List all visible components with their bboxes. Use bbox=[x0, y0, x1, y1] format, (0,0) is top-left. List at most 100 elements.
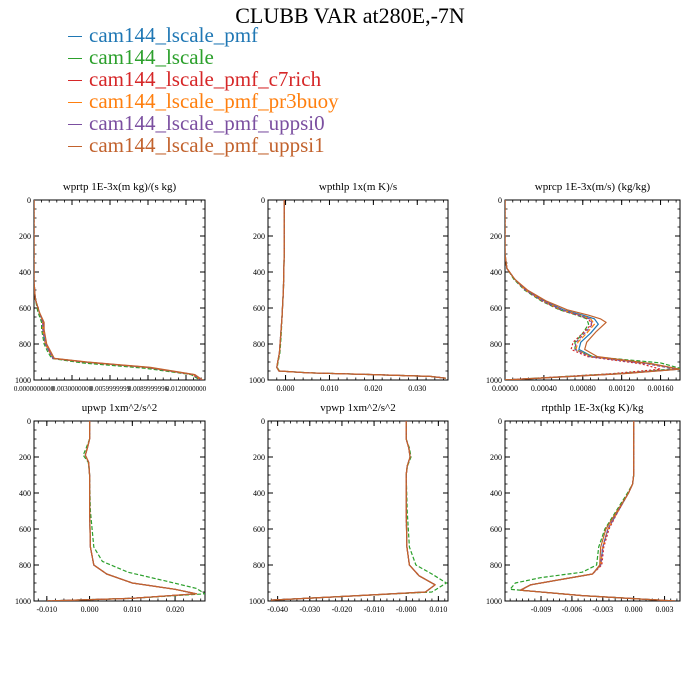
y-tick-label: 200 bbox=[19, 232, 31, 241]
legend-line-icon bbox=[68, 145, 82, 147]
x-tick-label: 0.00080 bbox=[570, 384, 596, 393]
x-tick-label: 0.010 bbox=[320, 384, 338, 393]
page-title: CLUBB VAR at280E,-7N bbox=[235, 3, 465, 28]
y-tick-label: 800 bbox=[490, 561, 502, 570]
legend-label: cam144_lscale_pmf bbox=[89, 23, 259, 47]
series-line bbox=[276, 200, 446, 379]
x-tick-label: 0.00040 bbox=[531, 384, 557, 393]
x-tick-label: 0.0059999999 bbox=[90, 385, 131, 393]
x-tick-label: -0.003 bbox=[592, 605, 613, 614]
legend-item: cam144_lscale_pmf_uppsi0 bbox=[68, 112, 339, 134]
legend-label: cam144_lscale bbox=[89, 45, 214, 69]
y-tick-label: 1000 bbox=[249, 376, 265, 385]
y-tick-label: 800 bbox=[490, 340, 502, 349]
chart-title: wpthlp 1x(m K)/s bbox=[319, 181, 397, 193]
plot-frame bbox=[267, 199, 449, 381]
x-tick-label: -0.040 bbox=[267, 605, 288, 614]
series-line bbox=[46, 421, 197, 601]
series-line bbox=[271, 421, 436, 601]
series-line bbox=[34, 200, 202, 380]
x-tick-label: 0.000 bbox=[625, 605, 643, 614]
y-tick-label: 600 bbox=[19, 304, 31, 313]
y-tick-label: 600 bbox=[19, 525, 31, 534]
x-tick-label: 0.00000 bbox=[492, 384, 518, 393]
legend-line-icon bbox=[68, 123, 82, 125]
series-line bbox=[34, 200, 202, 380]
x-tick-label: 0.0030000000 bbox=[52, 385, 93, 393]
series-line bbox=[276, 200, 446, 379]
series-group bbox=[509, 421, 675, 601]
series-line bbox=[276, 200, 446, 379]
y-tick-label: 200 bbox=[490, 453, 502, 462]
chart-title: rtpthlp 1E-3x(kg K)/kg bbox=[541, 402, 644, 414]
series-line bbox=[276, 200, 446, 379]
y-tick-label: 1000 bbox=[486, 597, 502, 606]
legend-line-icon bbox=[68, 57, 82, 59]
series-group bbox=[271, 421, 447, 601]
y-tick-label: 800 bbox=[253, 561, 265, 570]
y-tick-label: 1000 bbox=[486, 376, 502, 385]
legend-label: cam144_lscale_pmf_pr3buoy bbox=[89, 89, 339, 113]
chart-panel: upwp 1xm^2/s^2 0 200 400 600 800 1000 -0.010 0.0… bbox=[15, 402, 206, 614]
series-line bbox=[46, 421, 197, 601]
series-line bbox=[505, 200, 677, 380]
x-tick-label: 0.00160 bbox=[648, 384, 674, 393]
series-line bbox=[46, 421, 197, 601]
x-tick-label: -0.010 bbox=[36, 605, 57, 614]
x-tick-label: 0.0000000000 bbox=[14, 385, 55, 393]
x-tick-label: -0.000 bbox=[396, 605, 417, 614]
chart-panel: rtpthlp 1E-3x(kg K)/kg 0 200 400 600 800 1000 -… bbox=[486, 402, 681, 614]
y-tick-label: 800 bbox=[19, 340, 31, 349]
series-line bbox=[519, 421, 675, 601]
series-line bbox=[505, 200, 662, 380]
series-line bbox=[519, 421, 675, 601]
chart-title: wprtp 1E-3x(m kg)/(s kg) bbox=[63, 181, 177, 193]
x-tick-label: -0.006 bbox=[562, 605, 583, 614]
x-tick-label: 0.000 bbox=[81, 605, 99, 614]
series-group bbox=[34, 200, 203, 380]
x-tick-label: 0.0120000000 bbox=[166, 385, 207, 393]
x-tick-label: 0.020 bbox=[166, 605, 184, 614]
y-tick-label: 400 bbox=[490, 268, 502, 277]
y-tick-label: 600 bbox=[253, 525, 265, 534]
y-tick-label: 200 bbox=[490, 232, 502, 241]
x-tick-label: 0.00120 bbox=[609, 384, 635, 393]
series-line bbox=[271, 421, 436, 601]
series-line bbox=[276, 200, 446, 379]
y-tick-label: 600 bbox=[490, 525, 502, 534]
chart-panel: wprtp 1E-3x(m kg)/(s kg) 0 200 400 600 800 100… bbox=[14, 181, 207, 393]
x-tick-label: 0.010 bbox=[429, 605, 447, 614]
y-tick-label: 600 bbox=[490, 304, 502, 313]
series-line bbox=[505, 200, 680, 380]
series-line bbox=[271, 421, 436, 601]
series-group bbox=[46, 421, 205, 601]
x-tick-label: 0.003 bbox=[656, 605, 674, 614]
series-line bbox=[276, 200, 446, 379]
series-line bbox=[34, 200, 202, 380]
chart-title: wprcp 1E-3x(m/s) (kg/kg) bbox=[535, 181, 651, 193]
x-tick-label: -0.030 bbox=[299, 605, 320, 614]
series-line bbox=[505, 200, 680, 380]
x-tick-label: 0.030 bbox=[408, 384, 426, 393]
series-line bbox=[505, 200, 680, 380]
y-tick-label: 400 bbox=[490, 489, 502, 498]
series-line bbox=[519, 421, 675, 601]
series-line bbox=[519, 421, 675, 601]
x-tick-label: -0.009 bbox=[531, 605, 552, 614]
y-tick-label: 1000 bbox=[249, 597, 265, 606]
y-tick-label: 400 bbox=[19, 268, 31, 277]
series-line bbox=[271, 421, 436, 601]
series-line bbox=[271, 421, 447, 601]
legend-line-icon bbox=[68, 79, 82, 81]
y-tick-label: 600 bbox=[253, 304, 265, 313]
plot-frame bbox=[33, 199, 206, 381]
chart-panel: vpwp 1xm^2/s^2 0 200 400 600 800 1000-0.040 -0.… bbox=[249, 402, 449, 614]
series-line bbox=[271, 421, 436, 601]
legend-line-icon bbox=[68, 101, 82, 103]
legend-label: cam144_lscale_pmf_uppsi1 bbox=[89, 133, 325, 157]
y-tick-label: 400 bbox=[253, 268, 265, 277]
y-tick-label: 0 bbox=[498, 417, 502, 426]
y-tick-label: 200 bbox=[19, 453, 31, 462]
x-tick-label: 0.020 bbox=[364, 384, 382, 393]
x-tick-label: 0.010 bbox=[123, 605, 141, 614]
